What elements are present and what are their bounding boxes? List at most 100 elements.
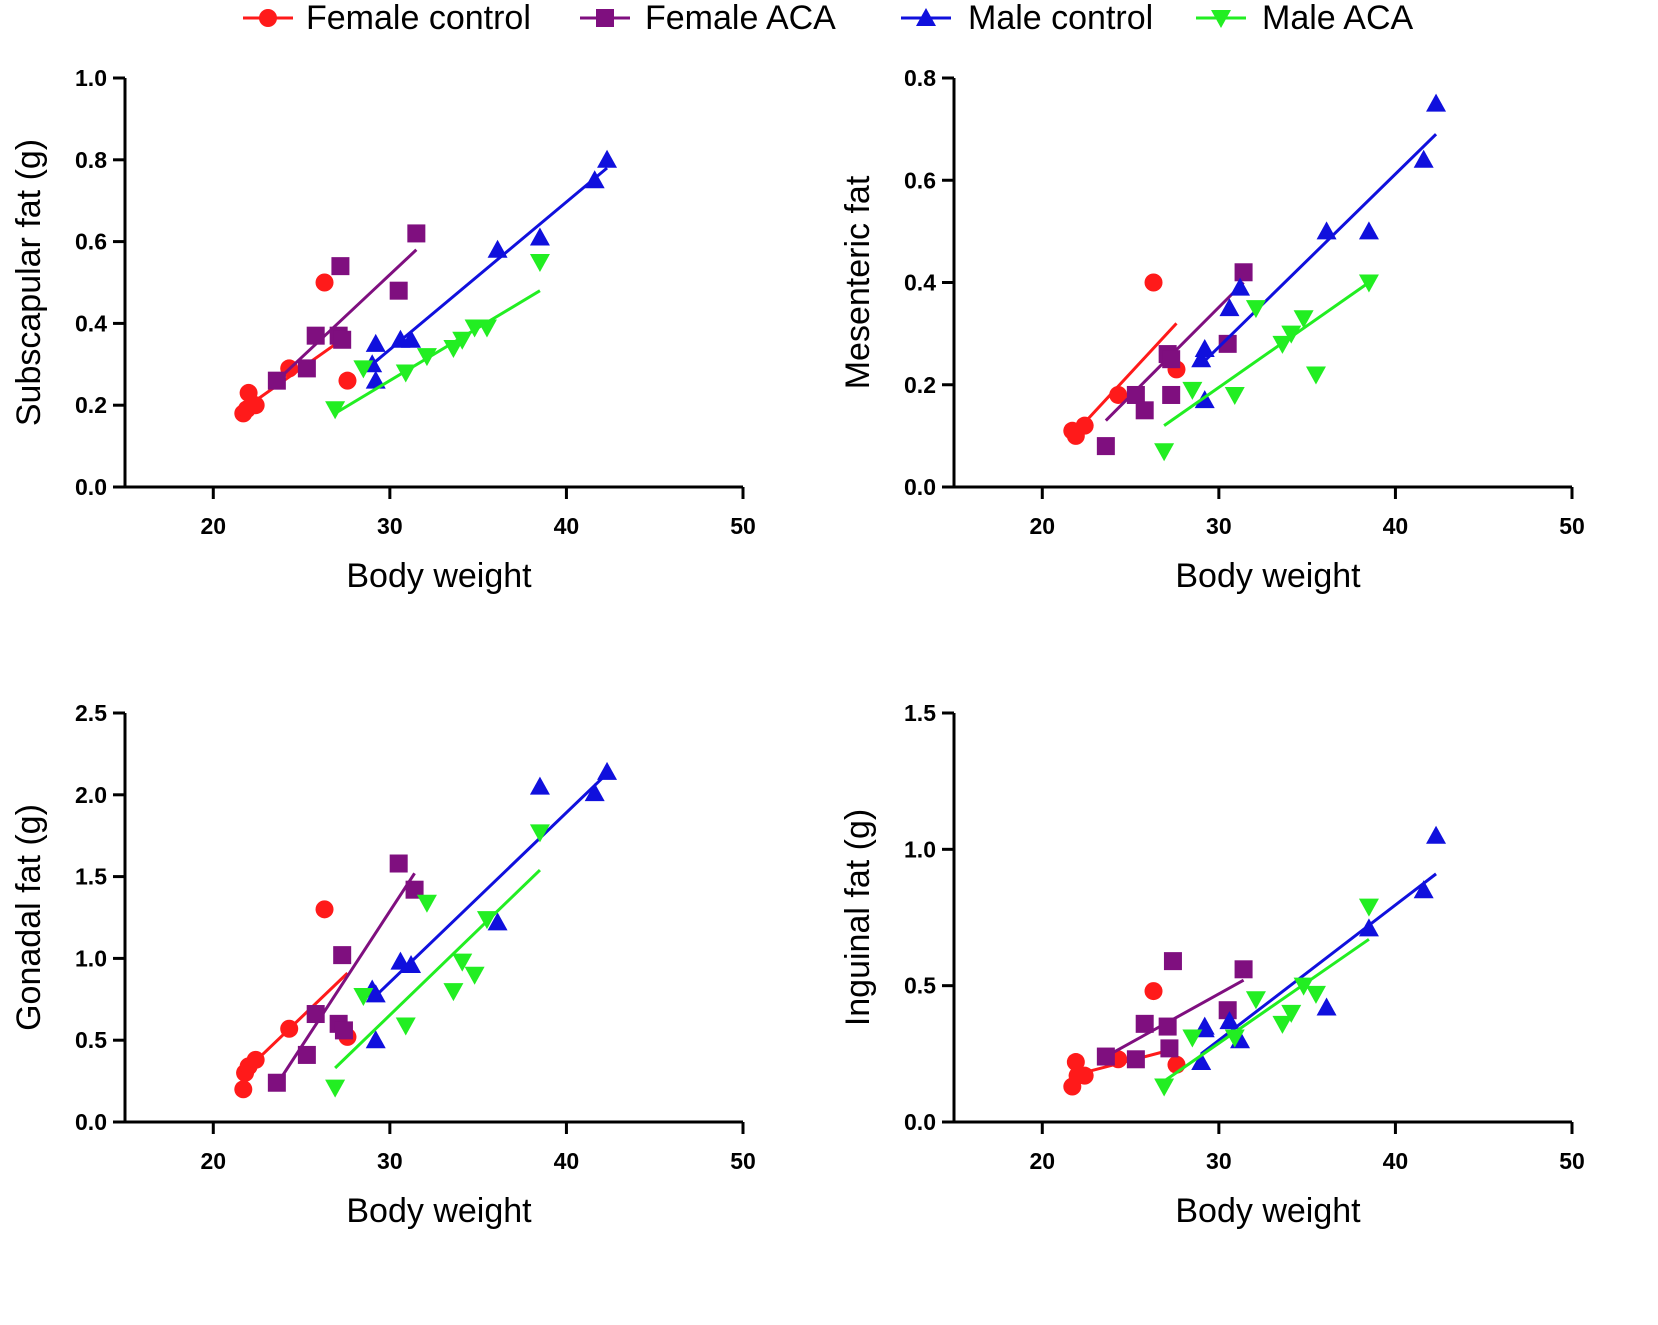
point-female-aca [1234, 960, 1253, 979]
legend-item-male-aca: Male ACA [1196, 0, 1413, 37]
fit-line-female-control [1071, 322, 1178, 437]
gonadal-fat-chart: 0.0 0.5 1.0 1.5 2.0 2.5 20 30 40 50 Body weight Gon… [0, 685, 829, 1320]
point-male-aca [1224, 386, 1245, 405]
y-axis-title: Gonadal fat (g) [10, 804, 48, 1031]
point-female-control [1075, 1066, 1094, 1085]
point-female-aca [333, 946, 352, 965]
y-tick-label: 1.0 [904, 836, 936, 862]
legend-marker-male-control [916, 8, 936, 26]
y-tick-label: 1.0 [75, 945, 107, 971]
point-male-control [487, 239, 508, 258]
y-tick-label: 0.4 [904, 270, 936, 296]
point-male-control [1194, 338, 1215, 357]
point-male-aca [1245, 991, 1266, 1010]
legend-svg: Female control Female ACA Male control Male… [243, 0, 1413, 37]
y-tick-label: 0.2 [904, 372, 936, 398]
point-female-control [280, 1019, 299, 1038]
y-tick-label: 1.0 [75, 65, 107, 91]
point-female-aca [1163, 952, 1182, 971]
y-tick-label: 2.0 [75, 782, 107, 808]
series-male-aca [325, 254, 550, 420]
point-male-control [365, 1030, 386, 1049]
y-tick-label: 2.5 [75, 700, 107, 726]
point-male-control [365, 984, 386, 1003]
y-tick-label: 0.0 [75, 1109, 107, 1135]
point-female-aca [297, 1045, 316, 1064]
point-female-control [1066, 1053, 1085, 1072]
point-male-aca [1272, 1015, 1293, 1034]
point-male-control [1426, 93, 1447, 112]
point-female-control [315, 900, 334, 919]
point-male-aca [452, 953, 473, 972]
x-tick-label: 50 [1559, 513, 1585, 539]
legend-marker-female-aca [596, 9, 614, 27]
point-male-aca [1281, 1004, 1302, 1023]
series-male-aca [1154, 898, 1379, 1097]
point-female-aca [1126, 385, 1145, 404]
point-female-aca [331, 257, 350, 276]
inguinal-fat-chart: 0.0 0.5 1.0 1.5 20 30 40 50 Body weight Inguinal … [829, 685, 1658, 1320]
point-male-control [529, 776, 550, 795]
point-female-aca [1218, 1001, 1237, 1020]
point-female-aca [1126, 1050, 1145, 1069]
point-male-aca [416, 348, 437, 367]
fit-line-male-aca [334, 868, 541, 1070]
point-female-control [315, 273, 334, 292]
point-male-control [401, 329, 422, 348]
series-female-control [234, 900, 357, 1099]
point-male-control [1191, 1052, 1212, 1071]
point-female-aca [1135, 1014, 1154, 1033]
inguinal-fat-plot: 0.0 0.5 1.0 1.5 20 30 40 50 Body weight Inguinal … [839, 700, 1585, 1230]
series-male-aca [1154, 274, 1379, 462]
chart-legend: Female control Female ACA Male control Male… [0, 0, 1658, 50]
point-male-control [529, 227, 550, 246]
y-tick-label: 0.6 [75, 229, 107, 255]
x-tick-label: 40 [1383, 1148, 1409, 1174]
point-male-control [1219, 1011, 1240, 1030]
y-tick-label: 1.5 [75, 864, 107, 890]
y-tick-label: 0.0 [904, 1109, 936, 1135]
x-tick-label: 50 [730, 513, 756, 539]
x-axis-title: Body weight [1175, 557, 1361, 595]
x-axis-title: Body weight [346, 1192, 532, 1230]
point-male-control [487, 912, 508, 931]
point-male-aca [1358, 898, 1379, 917]
point-female-aca [407, 224, 426, 243]
point-male-aca [353, 988, 374, 1007]
y-axis-title: Mesenteric fat [839, 175, 877, 389]
fit-line-male-control [1200, 133, 1438, 366]
x-tick-label: 50 [1559, 1148, 1585, 1174]
point-male-aca [395, 1017, 416, 1036]
point-male-aca [529, 254, 550, 273]
point-female-control [234, 1080, 253, 1099]
y-tick-label: 1.5 [904, 700, 936, 726]
point-male-aca [476, 911, 497, 930]
x-tick-label: 30 [377, 513, 403, 539]
point-male-control [1219, 298, 1240, 317]
point-male-aca [1224, 1029, 1245, 1048]
point-male-aca [1281, 325, 1302, 344]
x-tick-label: 40 [554, 1148, 580, 1174]
point-female-aca [1096, 1047, 1115, 1066]
fit-line-female-aca [275, 248, 418, 382]
point-female-control [1075, 416, 1094, 435]
point-male-aca [443, 339, 464, 358]
point-female-control [1109, 385, 1128, 404]
series-female-control [1063, 273, 1186, 445]
point-male-control [1316, 221, 1337, 240]
point-male-aca [1182, 1029, 1203, 1048]
point-female-aca [1096, 437, 1115, 456]
fit-line-male-aca [1163, 281, 1370, 427]
fit-line-male-aca [1163, 938, 1370, 1083]
y-tick-label: 0.4 [75, 310, 107, 336]
y-tick-label: 0.8 [904, 65, 936, 91]
point-male-aca [1358, 274, 1379, 293]
x-tick-label: 30 [1206, 1148, 1232, 1174]
point-female-aca [389, 854, 408, 873]
x-tick-label: 40 [1383, 513, 1409, 539]
legend-item-female-aca: Female ACA [580, 0, 836, 37]
point-female-aca [389, 281, 408, 300]
legend-marker-male-aca [1211, 10, 1231, 28]
point-male-aca [1293, 310, 1314, 329]
point-male-control [1413, 149, 1434, 168]
